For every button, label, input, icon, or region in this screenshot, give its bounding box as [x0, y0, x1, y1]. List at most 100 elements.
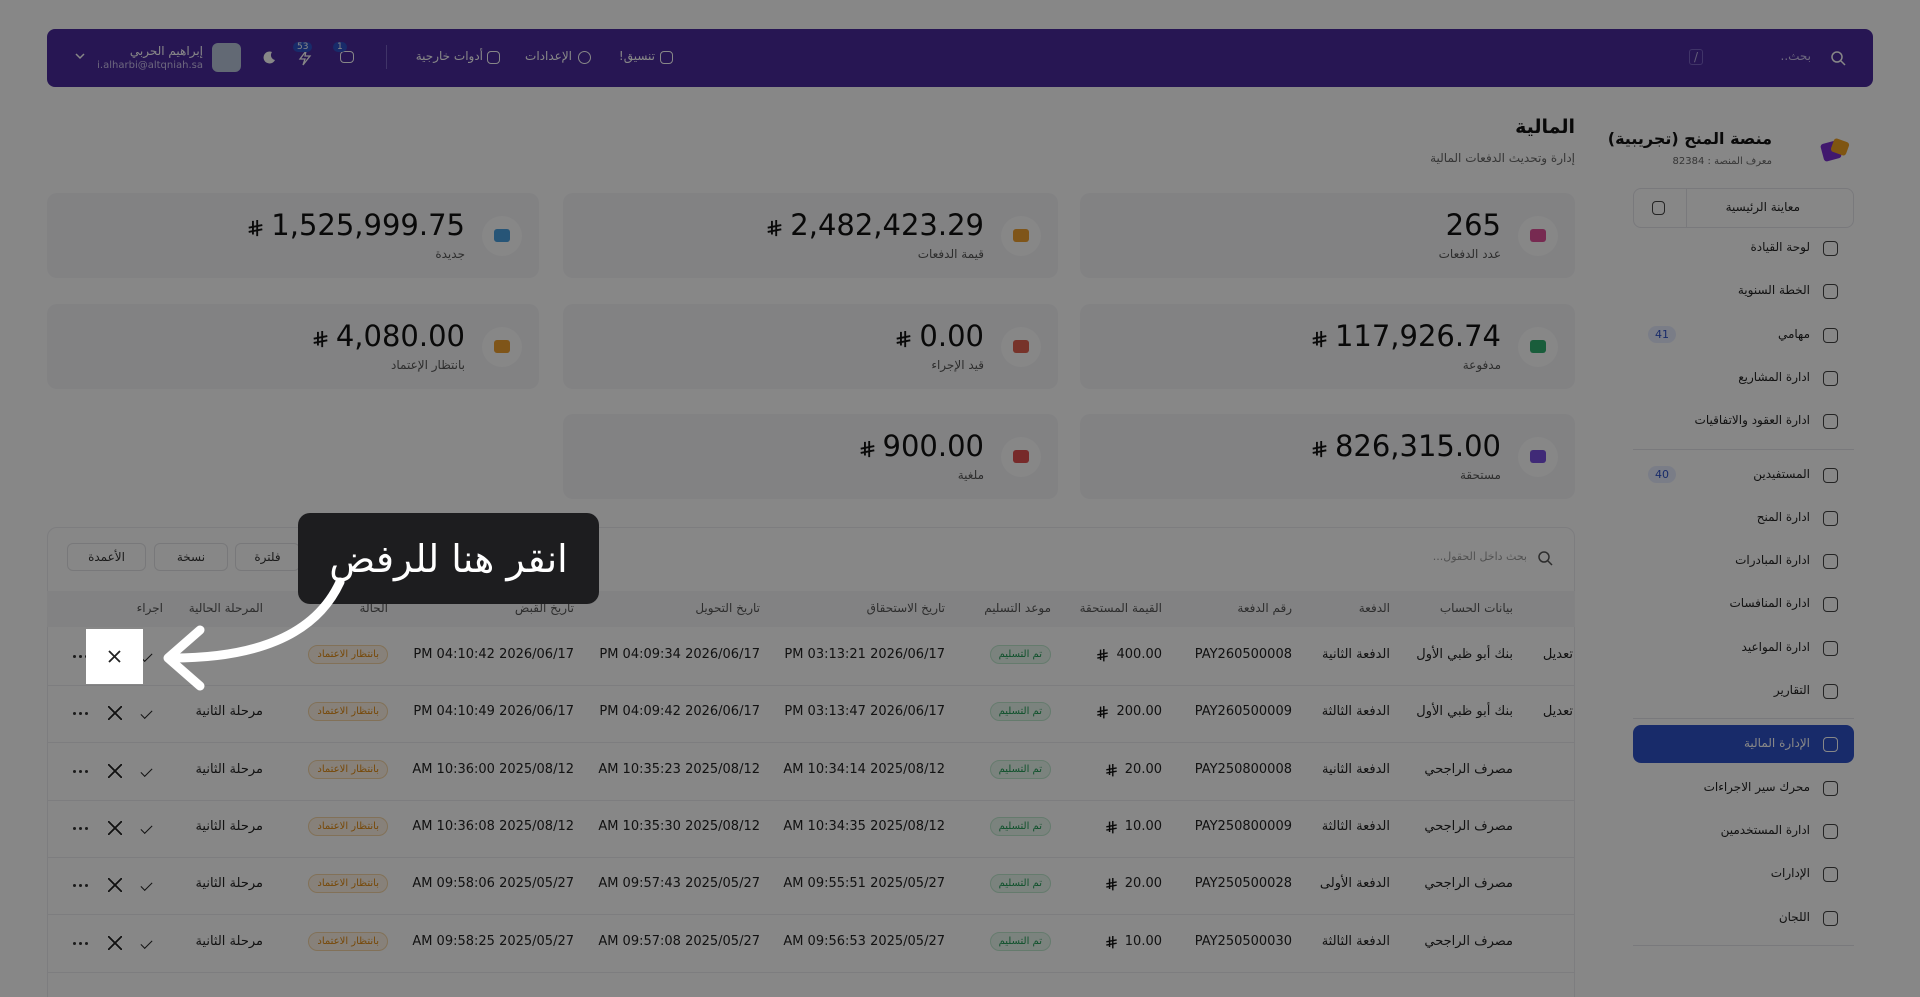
- delivery-badge: تم التسليم: [989, 759, 1051, 779]
- nav-item[interactable]: ادارة المستخدمين: [1720, 822, 1810, 837]
- reject-button[interactable]: [108, 820, 122, 835]
- nav-item[interactable]: ادارة المنافسات: [1729, 596, 1810, 611]
- cell: 400.00: [1116, 647, 1163, 662]
- reject-icon: [108, 650, 121, 663]
- reject-button[interactable]: [108, 763, 122, 778]
- stat-card: [47, 193, 539, 278]
- currency-icon: [1106, 820, 1117, 834]
- filter-button[interactable]: فلترة: [235, 543, 300, 571]
- stat-card: [47, 304, 539, 389]
- nav-item[interactable]: ادارة المبادرات: [1735, 553, 1810, 568]
- nav-icon: [578, 51, 591, 64]
- currency-icon: [860, 441, 875, 458]
- stat-label: جديدة: [435, 247, 465, 261]
- reject-button[interactable]: [108, 935, 122, 950]
- nav-icon: [660, 51, 673, 64]
- nav-icon: [1823, 910, 1838, 926]
- preview-link[interactable]: معاينة الرئيسية: [1725, 200, 1800, 214]
- row-divider: [47, 799, 1575, 801]
- cell: PM 03:13:21 2026/06/17: [784, 647, 945, 662]
- nav-item[interactable]: ادارة المنح: [1756, 509, 1810, 524]
- more-button[interactable]: [73, 655, 76, 658]
- column-header: تاريخ الاستحقاق: [866, 601, 945, 615]
- nav-icon: [1823, 554, 1838, 570]
- columns-button[interactable]: الأعمدة: [67, 543, 146, 571]
- more-button[interactable]: [73, 712, 76, 716]
- delivery-badge: تم التسليم: [989, 874, 1051, 894]
- cell: PAY250800008: [1194, 761, 1292, 777]
- stat-card: [563, 193, 1058, 278]
- status-badge: بانتظار الاعتماد: [308, 816, 388, 836]
- nav-link[interactable]: تنسيق!: [618, 49, 655, 63]
- copy-icon[interactable]: [1652, 201, 1665, 215]
- platform-id: معرف المنصة : 82384: [1672, 156, 1772, 167]
- nav-item[interactable]: ادارة المشاريع: [1738, 369, 1810, 384]
- nav-item[interactable]: محرك سير الاجراءات: [1703, 779, 1810, 794]
- edit-link[interactable]: تعديل: [1542, 647, 1573, 662]
- search-box[interactable]: بحث..: [1780, 49, 1812, 63]
- row-divider: [47, 856, 1575, 858]
- cell: بنك أبو ظبي الأول: [1416, 704, 1513, 720]
- edit-link[interactable]: تعديل: [1542, 704, 1573, 720]
- nav-item[interactable]: الخطة السنوية: [1737, 283, 1810, 298]
- theme-toggle[interactable]: [261, 50, 276, 65]
- badge: 1: [333, 42, 347, 52]
- bolt-icon[interactable]: [298, 50, 312, 66]
- more-button[interactable]: [73, 884, 76, 888]
- cell: مرحلة الثانية: [195, 818, 263, 834]
- cell: PM 04:09:42 2026/06/17: [599, 704, 760, 720]
- currency-icon: [1106, 763, 1117, 776]
- table-search[interactable]: بحث داخل الحقول...: [1432, 550, 1527, 563]
- export-button[interactable]: نسخة: [154, 543, 228, 571]
- stat-card: [1080, 414, 1575, 499]
- delivery-badge: تم التسليم: [989, 816, 1051, 836]
- nav-icon: [1823, 597, 1838, 613]
- nav-item[interactable]: الإدارة المالية: [1743, 736, 1810, 751]
- stat-card: [563, 304, 1058, 389]
- more-button[interactable]: [73, 769, 76, 773]
- nav-item[interactable]: المستفيدين: [1753, 466, 1810, 481]
- chevron[interactable]: [75, 53, 85, 61]
- stat-card: [563, 414, 1058, 499]
- cell: PM 04:10:42 2026/06/17: [413, 647, 574, 662]
- row-divider: [47, 971, 1575, 973]
- cell: الدفعة الثالثة: [1321, 818, 1390, 834]
- stat-card: [1080, 304, 1575, 389]
- nav-item[interactable]: التقارير: [1773, 683, 1810, 697]
- page-title: المالية: [1515, 116, 1575, 138]
- mail-icon[interactable]: [340, 51, 354, 63]
- cell: الدفعة الثانية: [1322, 647, 1390, 662]
- cell: مصرف الراجحي: [1424, 933, 1513, 949]
- shortcut-key: /: [1689, 49, 1704, 65]
- stat-label: قيد الإجراء: [931, 358, 984, 372]
- nav-item[interactable]: ادارة العقود والاتفاقيات: [1694, 413, 1810, 428]
- reject-button-highlight[interactable]: [86, 629, 143, 684]
- avatar[interactable]: [212, 43, 241, 72]
- nav-icon: [1823, 823, 1838, 839]
- stat-value: 826,315.00: [1334, 429, 1501, 463]
- cell: 200.00: [1116, 704, 1163, 720]
- more-button[interactable]: [73, 941, 76, 945]
- nav-item[interactable]: اللجان: [1778, 909, 1810, 924]
- reject-button[interactable]: [108, 706, 122, 721]
- column-header: رقم الدفعة: [1237, 601, 1292, 615]
- cell: PAY260500009: [1194, 704, 1292, 720]
- nav-link[interactable]: الإعدادات: [525, 49, 572, 63]
- nav-icon: [1823, 370, 1838, 386]
- delivery-badge: تم التسليم: [989, 645, 1051, 664]
- platform-title: منصة المنح (تجريبية): [1607, 129, 1772, 148]
- nav-item[interactable]: الإدارات: [1770, 866, 1810, 881]
- search-icon: [1831, 51, 1846, 66]
- more-button[interactable]: [73, 826, 76, 830]
- divider: [1686, 188, 1687, 228]
- nav-item[interactable]: ادارة المواعيد: [1741, 639, 1810, 654]
- nav-item[interactable]: مهامي: [1777, 326, 1810, 341]
- nav-link[interactable]: أدوات خارجية: [415, 49, 483, 63]
- reject-button[interactable]: [108, 878, 122, 893]
- user-email: i.alharbi@altqniah.sa: [97, 60, 203, 71]
- stat-icon: [1530, 229, 1546, 242]
- stat-icon: [1013, 340, 1029, 353]
- nav-icon: [1823, 241, 1838, 256]
- nav-item[interactable]: لوحة القيادة: [1750, 240, 1811, 254]
